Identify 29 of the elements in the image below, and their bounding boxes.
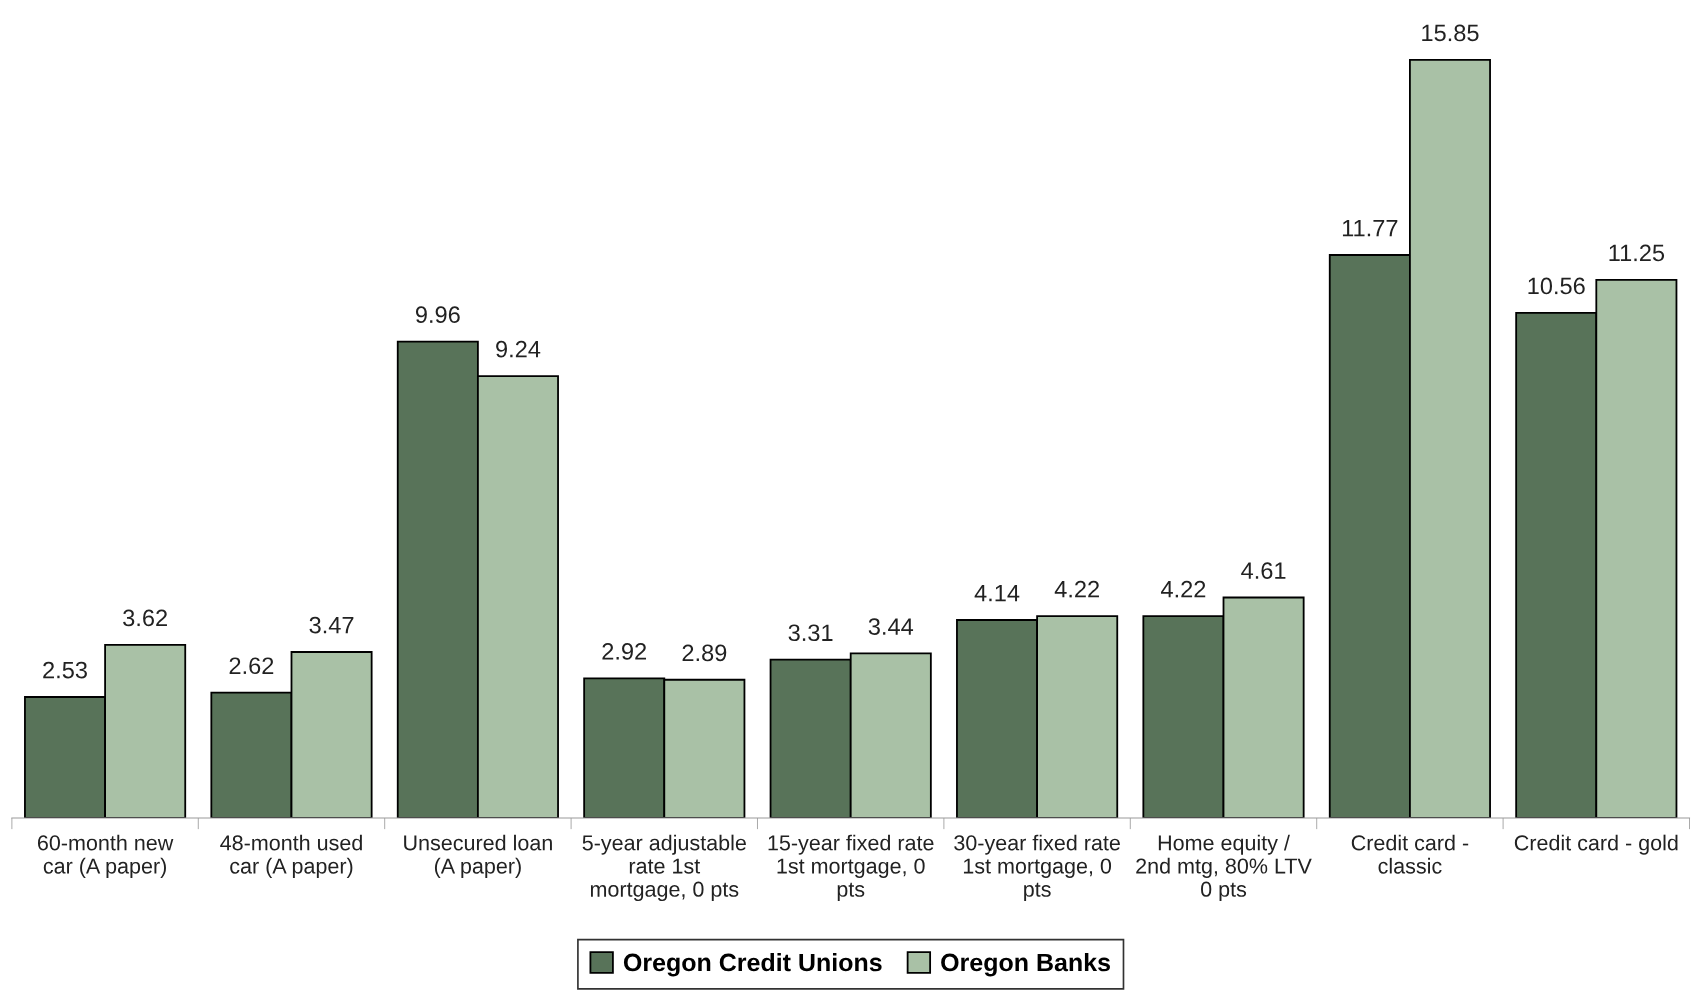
x-tick-label: Credit card - classic: [1351, 834, 1469, 874]
data-label: 11.77: [1342, 219, 1398, 237]
data-label: 10.56: [1528, 277, 1585, 295]
data-label: 4.22: [1054, 580, 1099, 598]
data-label: 3.62: [123, 609, 167, 627]
data-label: 2.92: [602, 643, 647, 660]
data-label: 9.24: [496, 340, 541, 358]
data-label: 4.14: [974, 584, 1020, 602]
x-tick-label: 48-month used car (A paper): [220, 834, 362, 878]
data-label: 15.85: [1422, 24, 1479, 42]
data-label: 11.25: [1609, 244, 1665, 262]
x-tick-label: Unsecured loan (A paper): [404, 834, 552, 878]
x-tick-label: 15-year fixed rate 1st mortgage, 0 pts: [768, 834, 934, 902]
legend-label: Oregon Credit Unions: [623, 952, 882, 977]
data-label: 9.96: [415, 306, 460, 324]
data-label: 2.89: [682, 644, 727, 662]
x-tick-label: 60-month new car (A paper): [37, 834, 174, 878]
x-tick-label: Home equity / 2nd mtg, 80% LTV 0 pts: [1136, 834, 1312, 902]
x-tick-label: 5-year adjustable rate 1st mortgage, 0 pts: [582, 834, 746, 902]
x-tick-label: Credit card - gold: [1514, 834, 1678, 855]
data-label: 4.61: [1241, 562, 1286, 579]
x-tick-label: 30-year fixed rate 1st mortgage, 0 pts: [954, 834, 1120, 902]
legend-label: Oregon Banks: [941, 952, 1110, 977]
data-label: 3.44: [868, 618, 914, 635]
data-label: 2.62: [229, 657, 274, 675]
data-label: 3.47: [309, 616, 354, 634]
data-label: 2.53: [43, 661, 87, 679]
data-label: 4.22: [1160, 580, 1206, 598]
data-label: 3.31: [788, 624, 833, 642]
